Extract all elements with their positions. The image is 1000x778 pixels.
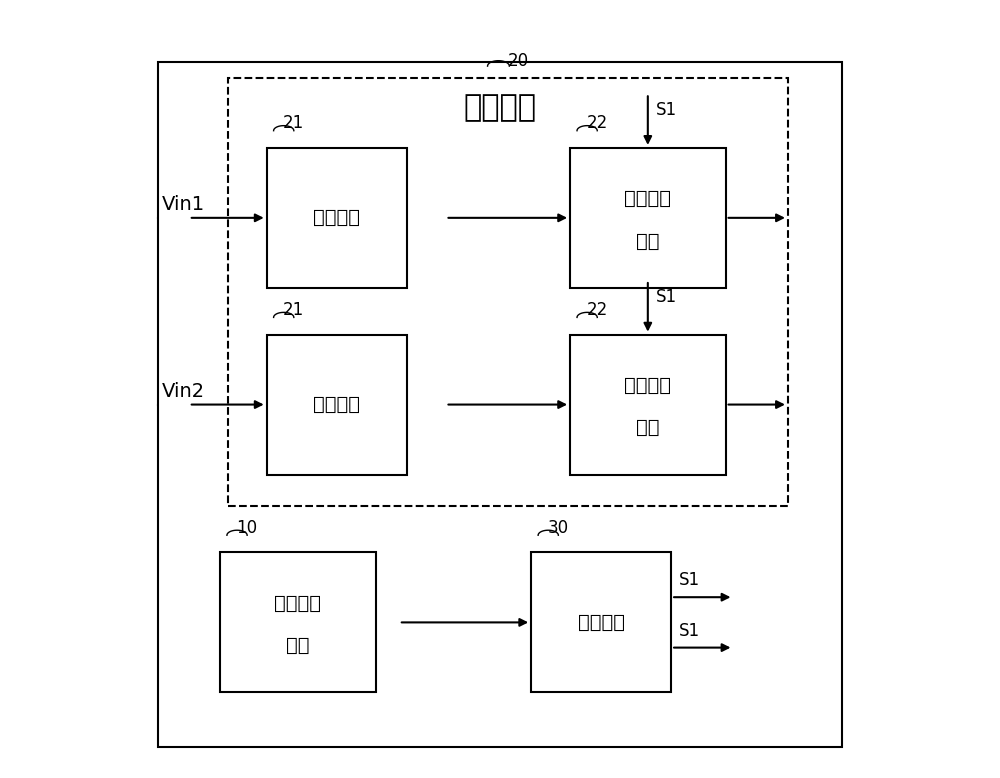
Text: 22: 22 xyxy=(587,114,608,132)
Text: 控制电路: 控制电路 xyxy=(578,613,625,632)
Text: Vin1: Vin1 xyxy=(162,195,205,214)
Bar xyxy=(570,148,726,288)
Bar xyxy=(570,335,726,475)
Text: 阻容电路: 阻容电路 xyxy=(313,395,360,414)
Text: 差分电路: 差分电路 xyxy=(464,93,536,122)
Text: 调节触发: 调节触发 xyxy=(274,594,321,612)
Text: S1: S1 xyxy=(679,622,700,640)
Bar xyxy=(531,552,671,692)
Bar xyxy=(228,78,788,506)
Text: 电路: 电路 xyxy=(286,636,309,655)
Text: 20: 20 xyxy=(508,52,529,70)
Bar xyxy=(267,148,407,288)
Text: 可调阻容: 可调阻容 xyxy=(624,376,671,394)
Text: 21: 21 xyxy=(283,301,304,319)
Text: 电路: 电路 xyxy=(636,232,660,251)
Text: 可调阻容: 可调阻容 xyxy=(624,189,671,208)
Bar xyxy=(220,552,376,692)
Text: 10: 10 xyxy=(237,519,258,537)
Text: S1: S1 xyxy=(679,571,700,590)
Text: S1: S1 xyxy=(656,101,677,119)
Text: Vin2: Vin2 xyxy=(162,382,205,401)
Text: 电路: 电路 xyxy=(636,419,660,437)
Text: S1: S1 xyxy=(656,288,677,306)
Text: 阻容电路: 阻容电路 xyxy=(313,209,360,227)
Bar xyxy=(158,62,842,747)
Text: 30: 30 xyxy=(548,519,569,537)
Text: 22: 22 xyxy=(587,301,608,319)
Text: 21: 21 xyxy=(283,114,304,132)
Bar xyxy=(267,335,407,475)
